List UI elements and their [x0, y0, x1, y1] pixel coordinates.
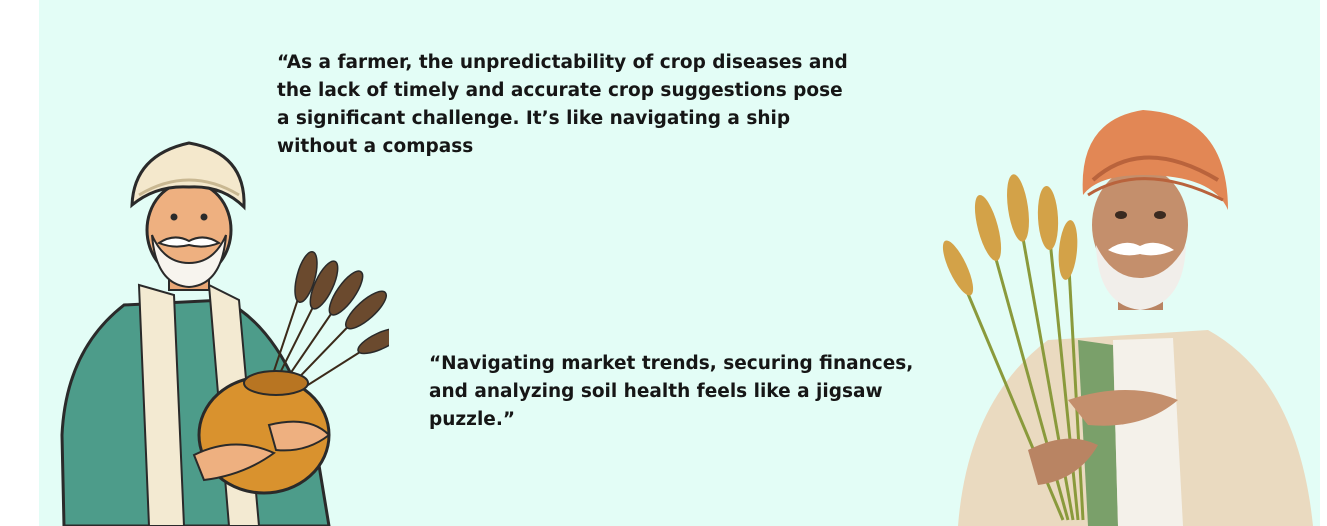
testimonial-quote-2: “Navigating market trends, securing fina…	[429, 353, 914, 430]
farmer-illustration-right	[942, 110, 1313, 526]
farmer-illustration-left	[60, 141, 389, 526]
testimonial-quote-1: “As a farmer, the unpredictability of cr…	[277, 52, 848, 157]
